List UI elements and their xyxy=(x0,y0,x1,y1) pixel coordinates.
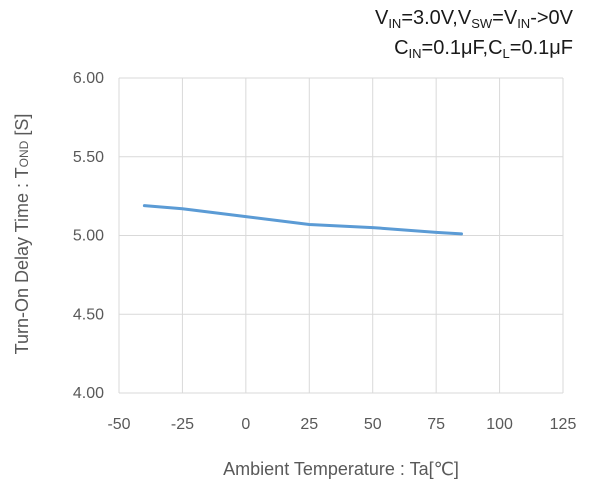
x-tick-labels: -50 -25 0 25 50 75 100 125 xyxy=(107,416,576,433)
x-tick-label: 0 xyxy=(241,416,250,433)
y-tick-label: 5.50 xyxy=(73,149,104,166)
series-group xyxy=(142,204,463,236)
condition-line-2: CIN=0.1μF,CL=0.1μF xyxy=(394,37,573,61)
x-tick-label: 50 xyxy=(364,416,382,433)
y-tick-label: 6.00 xyxy=(73,70,104,87)
condition-line-1: VIN=3.0V,VSW=VIN->0V xyxy=(374,7,573,31)
y-tick-label: 4.00 xyxy=(73,385,104,402)
x-axis-label: Ambient Temperature : Ta[℃] xyxy=(223,459,459,479)
x-tick-label: -25 xyxy=(171,416,194,433)
x-tick-label: -50 xyxy=(107,416,130,433)
x-tick-label: 75 xyxy=(427,416,445,433)
x-tick-label: 100 xyxy=(486,416,513,433)
y-tick-labels: 4.00 4.50 5.00 5.50 6.00 xyxy=(73,70,104,402)
grid-lines xyxy=(118,77,564,394)
series-line xyxy=(142,204,463,236)
x-tick-label: 25 xyxy=(300,416,318,433)
y-axis-label-subscript: OND xyxy=(17,140,31,167)
x-tick-label: 125 xyxy=(550,416,577,433)
y-tick-label: 4.50 xyxy=(73,306,104,323)
y-tick-label: 5.00 xyxy=(73,228,104,245)
y-axis-label: Turn-On Delay Time : TOND [S] xyxy=(12,114,32,355)
